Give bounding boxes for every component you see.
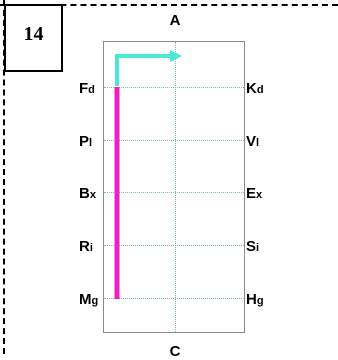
dashed-border-left [3,0,5,354]
gridline-row-3 [104,192,244,193]
arrow-head [170,50,182,62]
center-gridline [175,42,176,332]
dashed-border-top [0,4,338,6]
left-label-2: Pl [79,133,93,150]
puzzle-number-box: 14 [4,4,63,72]
gridline-row-2 [104,140,244,141]
start-arrow [115,54,172,86]
gridline-row-4 [104,245,244,246]
top-label: A [169,12,181,29]
gridline-row-5 [104,298,244,299]
right-label-4: Si [246,238,260,255]
left-label-5: Mg [79,291,99,308]
puzzle-number: 14 [23,23,44,45]
right-label-2: Vl [246,133,260,150]
left-label-4: Ri [79,238,93,255]
left-label-3: Bx [79,185,96,202]
grid-frame [103,41,245,333]
right-label-3: Ex [246,185,263,202]
left-label-1: Fd [79,80,95,97]
bottom-label: C [169,343,181,360]
gridline-row-1 [104,87,244,88]
right-label-1: Kd [246,80,264,97]
right-label-5: Hg [246,291,264,308]
